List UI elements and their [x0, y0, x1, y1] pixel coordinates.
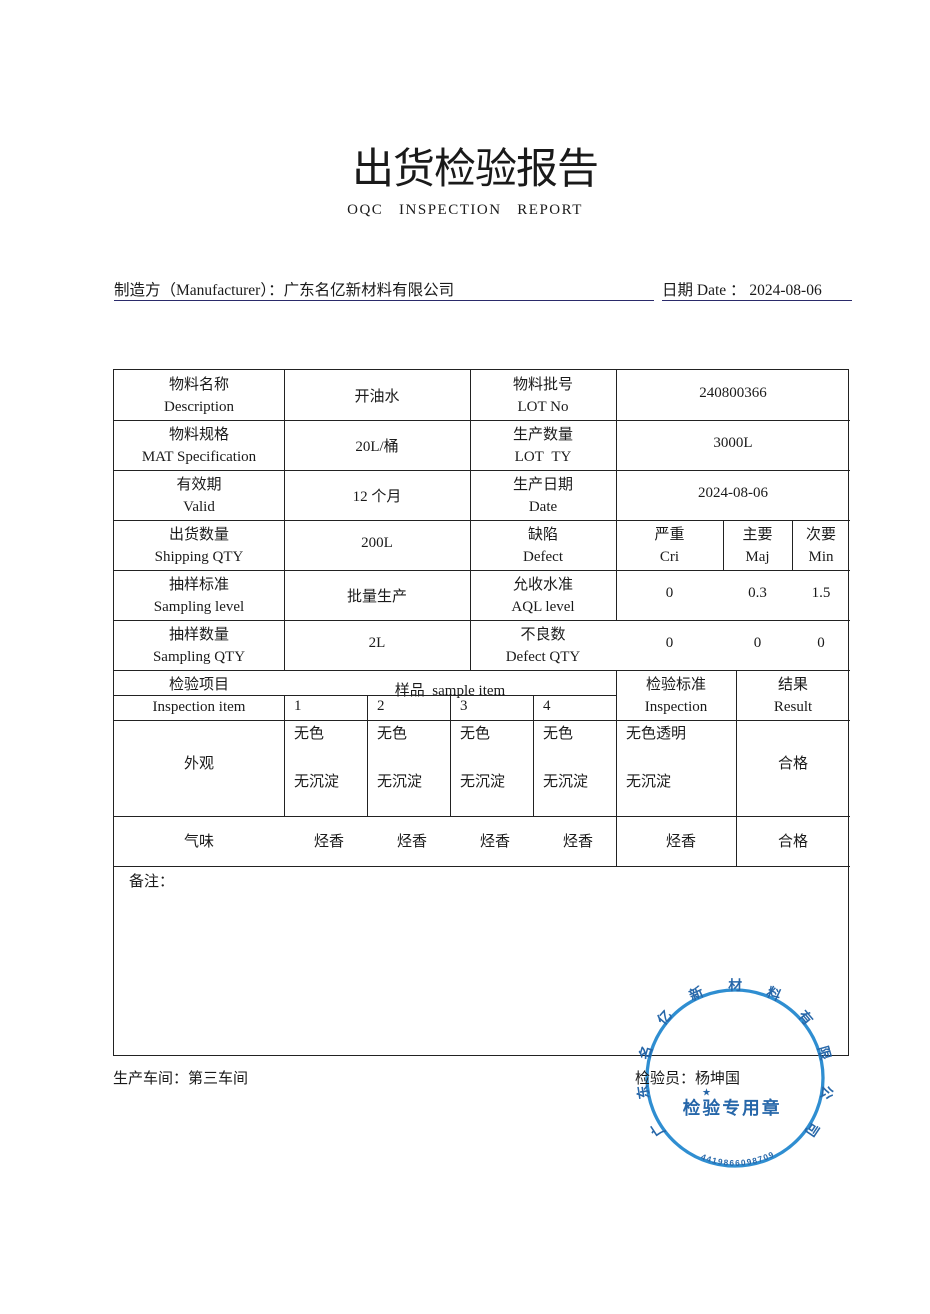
svg-text:★: ★	[702, 1088, 711, 1099]
svg-text:4419866098709: 4419866098709	[700, 1150, 777, 1168]
svg-text:检验专用章: 检验专用章	[683, 1098, 782, 1118]
